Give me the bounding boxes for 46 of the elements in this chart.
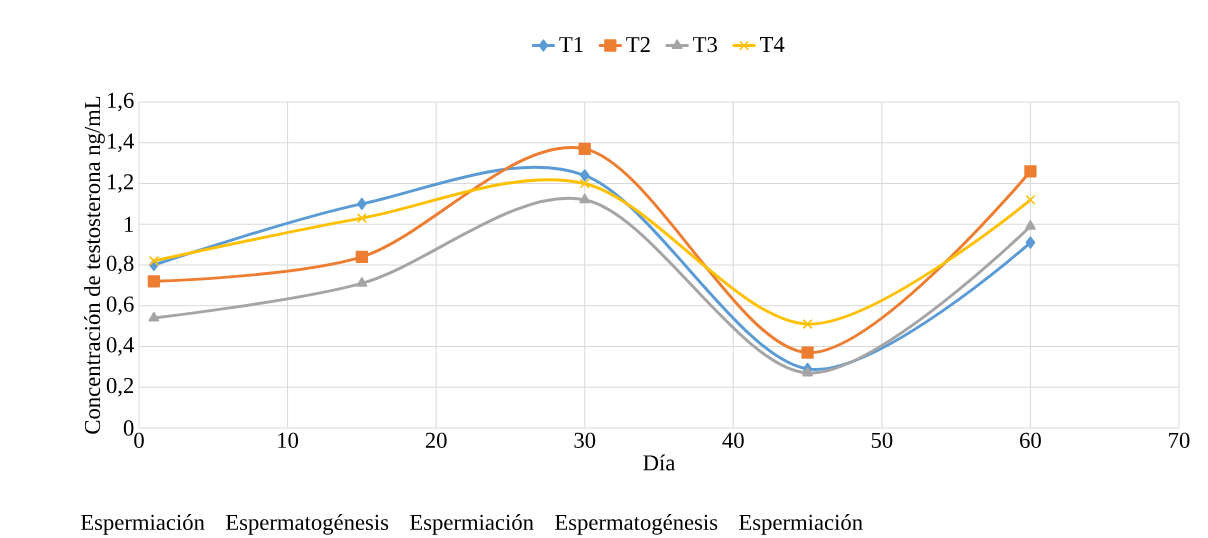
point	[356, 213, 367, 224]
x-tick-label: 0	[134, 432, 144, 448]
text: Espermiación	[410, 514, 534, 535]
x-tick-label: 50	[871, 432, 893, 448]
x-tick-label: 20	[425, 432, 447, 448]
point	[148, 255, 159, 266]
point	[579, 169, 590, 182]
point	[357, 197, 367, 210]
point	[147, 275, 160, 288]
y-axis-title: Concentración de testosterona ng/mL	[84, 96, 105, 434]
y-tick-label: 0,2	[106, 377, 134, 397]
legend-label: T1	[559, 37, 583, 52]
point	[801, 346, 814, 359]
point	[355, 250, 368, 263]
y-tick-label: 1,4	[107, 133, 134, 152]
text: Espermiación	[80, 514, 205, 535]
legend-label: T4	[759, 37, 785, 52]
y-tick-label: 1,6	[107, 92, 134, 112]
point	[1024, 165, 1037, 178]
point	[1025, 194, 1036, 205]
x-axis-title: Día	[643, 454, 676, 471]
point	[579, 193, 591, 204]
legend-label: T3	[693, 37, 717, 53]
x-tick-label: 70	[1169, 432, 1190, 448]
text: Espermatogénesis	[555, 514, 718, 535]
legend-label: T2	[626, 37, 650, 53]
text: Espermiación	[739, 514, 863, 535]
point	[578, 142, 591, 155]
y-tick-label: 0,4	[106, 337, 134, 356]
point	[1025, 220, 1036, 230]
point	[802, 319, 813, 330]
y-tick-label: 1	[124, 216, 133, 232]
point	[148, 311, 160, 322]
x-tick-label: 40	[722, 432, 744, 448]
x-tick-label: 10	[278, 432, 299, 448]
x-tick-label: 30	[574, 432, 596, 448]
point	[579, 178, 590, 189]
y-tick-label: 0,8	[106, 255, 134, 275]
y-tick-label: 0,6	[106, 296, 134, 316]
point	[802, 366, 813, 377]
x-tick-label: 60	[1020, 432, 1041, 448]
point	[1025, 236, 1036, 249]
text: Espermatogénesis	[225, 514, 389, 535]
y-tick-label: 1,2	[107, 174, 134, 193]
y-tick-label: 0	[123, 420, 134, 436]
point	[356, 277, 368, 287]
